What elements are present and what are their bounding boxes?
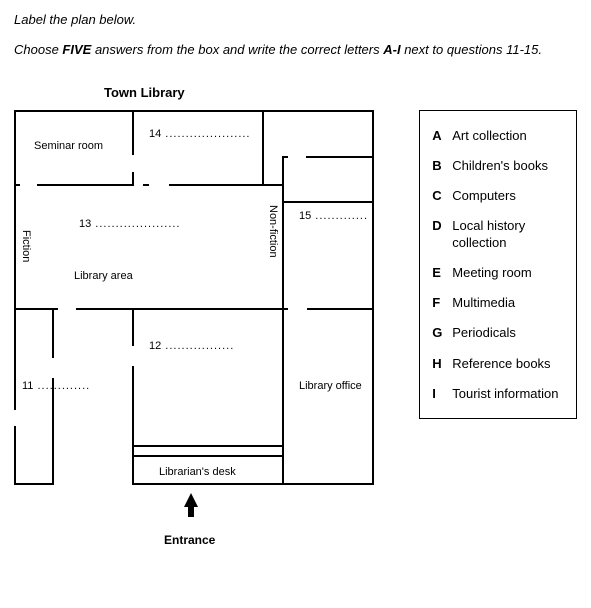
option-letter: H xyxy=(432,356,452,372)
option-row: FMultimedia xyxy=(432,295,562,311)
wall xyxy=(282,201,374,203)
wall xyxy=(52,308,58,310)
option-row: DLocal history collection xyxy=(432,218,562,251)
wall xyxy=(14,483,54,485)
wall xyxy=(52,378,54,485)
wall xyxy=(282,308,284,485)
option-row: GPeriodicals xyxy=(432,325,562,341)
instr2-pre: Choose xyxy=(14,42,62,57)
option-letter: E xyxy=(432,265,452,281)
wall xyxy=(306,156,374,158)
option-letter: G xyxy=(432,325,452,341)
answer-blank[interactable]: ..................... xyxy=(161,128,250,140)
question-number: 15 xyxy=(299,210,311,222)
floor-plan: Seminar room Library area Library office Li… xyxy=(14,110,374,485)
question-number: 12 xyxy=(149,340,161,352)
answer-blank[interactable]: ............. xyxy=(311,210,368,222)
room-label: Seminar room xyxy=(34,140,103,152)
wall xyxy=(76,308,284,310)
question-blank[interactable]: 14 ..................... xyxy=(149,128,251,140)
option-text: Tourist information xyxy=(452,386,558,402)
option-row: CComputers xyxy=(432,188,562,204)
option-row: AArt collection xyxy=(432,128,562,144)
wall xyxy=(132,308,134,346)
wall xyxy=(262,110,264,186)
options-box: AArt collectionBChildren's booksCCompute… xyxy=(419,110,577,420)
instr2-post: next to questions 11-15. xyxy=(401,42,542,57)
room-label: Library area xyxy=(74,270,133,282)
option-letter: A xyxy=(432,128,452,144)
room-label: Library office xyxy=(299,380,362,392)
question-blank[interactable]: 11 ............. xyxy=(22,380,90,392)
option-text: Local history collection xyxy=(452,218,562,251)
answer-blank[interactable]: ............. xyxy=(33,380,90,392)
answer-blank[interactable]: ..................... xyxy=(91,218,180,230)
option-row: HReference books xyxy=(432,356,562,372)
wall xyxy=(14,110,374,112)
room-label: Librarian's desk xyxy=(159,466,236,478)
question-number: 11 xyxy=(22,380,33,392)
option-text: Multimedia xyxy=(452,295,515,311)
wall xyxy=(169,184,264,186)
option-letter: F xyxy=(432,295,452,311)
entrance-label: Entrance xyxy=(164,533,383,547)
wall xyxy=(282,156,288,158)
wall xyxy=(132,455,284,457)
wall xyxy=(132,110,134,155)
room-label-vertical: Fiction xyxy=(20,230,32,262)
answer-blank[interactable]: ................. xyxy=(161,340,234,352)
option-letter: I xyxy=(432,386,452,402)
option-row: BChildren's books xyxy=(432,158,562,174)
wall xyxy=(132,483,374,485)
option-letter: B xyxy=(432,158,452,174)
option-row: ITourist information xyxy=(432,386,562,402)
option-text: Periodicals xyxy=(452,325,516,341)
option-letter: D xyxy=(432,218,452,251)
entrance-arrow-icon xyxy=(184,493,198,507)
wall xyxy=(14,426,16,485)
wall xyxy=(282,156,284,310)
wall xyxy=(14,110,16,410)
instr2-bold2: A-I xyxy=(383,42,400,57)
option-text: Reference books xyxy=(452,356,550,372)
option-text: Art collection xyxy=(452,128,526,144)
wall xyxy=(132,445,284,447)
question-blank[interactable]: 12 ................. xyxy=(149,340,234,352)
room-label-vertical: Non-fiction xyxy=(267,205,279,258)
wall xyxy=(262,184,282,186)
wall xyxy=(282,308,288,310)
question-number: 13 xyxy=(79,218,91,230)
question-number: 14 xyxy=(149,128,161,140)
wall xyxy=(14,308,54,310)
wall xyxy=(132,366,134,485)
wall xyxy=(37,184,134,186)
option-row: EMeeting room xyxy=(432,265,562,281)
wall xyxy=(307,308,374,310)
option-text: Meeting room xyxy=(452,265,531,281)
wall xyxy=(143,184,149,186)
option-text: Children's books xyxy=(452,158,548,174)
instr2-mid: answers from the box and write the corre… xyxy=(91,42,383,57)
question-blank[interactable]: 13 ..................... xyxy=(79,218,181,230)
wall xyxy=(14,184,20,186)
wall xyxy=(52,308,54,358)
plan-title: Town Library xyxy=(104,85,577,100)
wall xyxy=(372,110,374,485)
question-blank[interactable]: 15 ............. xyxy=(299,210,368,222)
option-letter: C xyxy=(432,188,452,204)
instr2-bold: FIVE xyxy=(62,42,91,57)
instruction-line-1: Label the plan below. xyxy=(14,12,577,27)
option-text: Computers xyxy=(452,188,516,204)
instruction-line-2: Choose FIVE answers from the box and wri… xyxy=(14,41,577,59)
